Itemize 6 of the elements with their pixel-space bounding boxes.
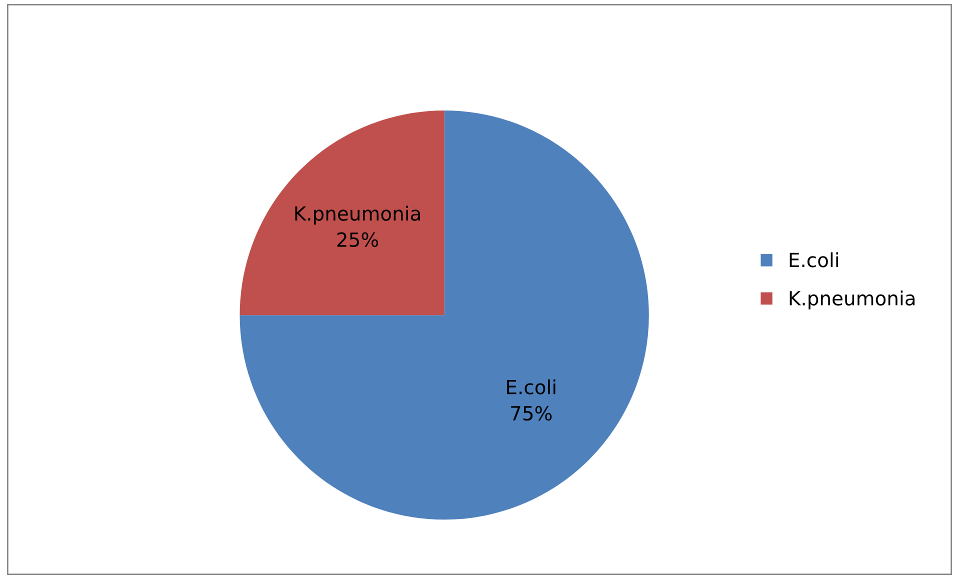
data-label: 25% [337,232,378,248]
legend-label: E.coli [790,252,838,268]
legend-label: K.pneumonia [790,290,915,310]
slice-label: E.coli [507,379,556,394]
data-label: 75% [511,406,552,421]
slice-label: K.pneumonia [295,206,420,225]
